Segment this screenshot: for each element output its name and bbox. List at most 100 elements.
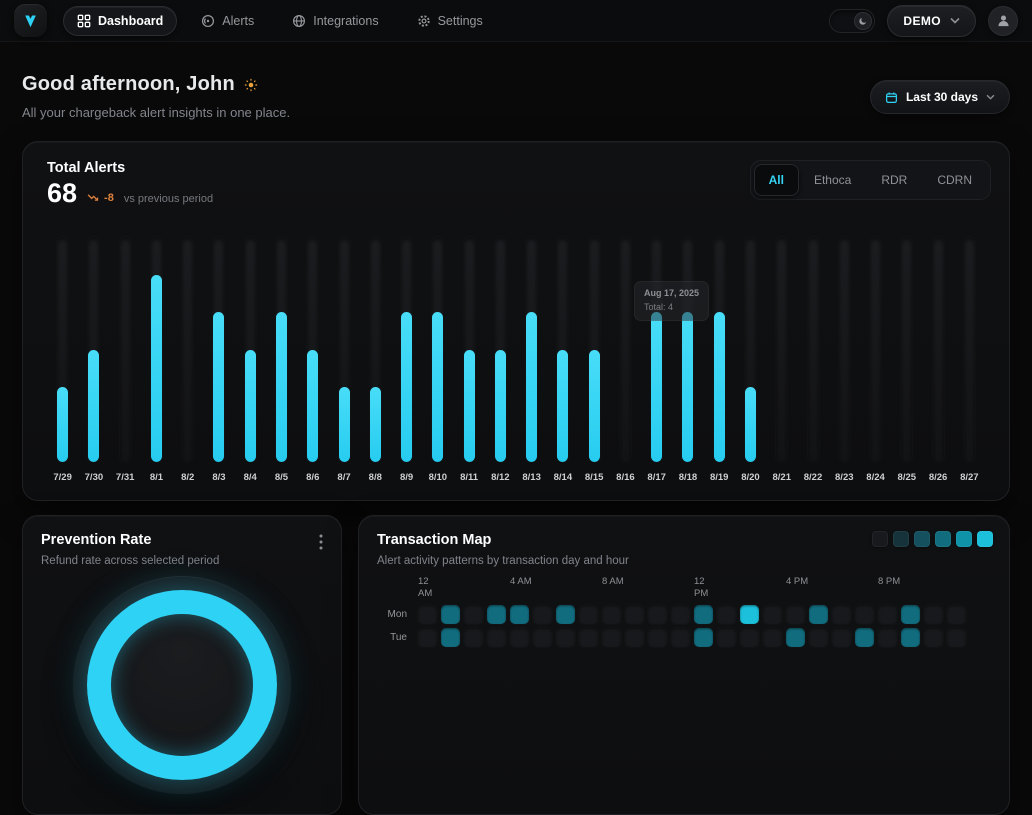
bar-column[interactable]: 8/18: [672, 237, 703, 493]
heat-cell[interactable]: [441, 628, 460, 647]
heat-cell[interactable]: [625, 628, 644, 647]
heat-cell[interactable]: [924, 628, 943, 647]
heat-cell[interactable]: [510, 605, 529, 624]
heat-cell[interactable]: [602, 605, 621, 624]
bar-column[interactable]: 8/25: [891, 237, 922, 493]
bar-column[interactable]: 8/9: [391, 237, 422, 493]
bar-column[interactable]: 8/22: [797, 237, 828, 493]
heat-cell[interactable]: [441, 605, 460, 624]
heat-cell[interactable]: [418, 605, 437, 624]
heat-cell[interactable]: [878, 605, 897, 624]
legend-swatch: [893, 531, 909, 547]
heat-cell[interactable]: [809, 605, 828, 624]
bar-column[interactable]: 8/24: [860, 237, 891, 493]
bar-column[interactable]: 7/31: [110, 237, 141, 493]
bar-column[interactable]: 8/12: [485, 237, 516, 493]
nav-item-dashboard[interactable]: Dashboard: [63, 5, 178, 36]
heat-cell[interactable]: [602, 628, 621, 647]
bar-column[interactable]: 8/27: [954, 237, 985, 493]
heat-cell[interactable]: [694, 605, 713, 624]
bar-column[interactable]: 8/3: [203, 237, 234, 493]
heat-cell[interactable]: [809, 628, 828, 647]
heat-cell[interactable]: [556, 628, 575, 647]
filter-tab-all[interactable]: All: [753, 164, 799, 196]
bar-column[interactable]: 8/15: [579, 237, 610, 493]
heat-cell[interactable]: [740, 605, 759, 624]
heat-cell[interactable]: [924, 605, 943, 624]
nav-item-alerts[interactable]: Alerts: [187, 6, 268, 36]
heat-cell[interactable]: [487, 628, 506, 647]
kebab-icon[interactable]: [313, 530, 329, 554]
heat-cell[interactable]: [648, 605, 667, 624]
heat-cell[interactable]: [418, 628, 437, 647]
theme-toggle[interactable]: [829, 8, 876, 33]
heat-cell[interactable]: [763, 628, 782, 647]
heat-cell[interactable]: [901, 628, 920, 647]
bar-column[interactable]: 8/5: [266, 237, 297, 493]
bar-date-label: 7/31: [115, 472, 135, 483]
bar-column[interactable]: 8/10: [422, 237, 453, 493]
heat-cell[interactable]: [556, 605, 575, 624]
heat-cell[interactable]: [832, 628, 851, 647]
bar-column[interactable]: 8/23: [829, 237, 860, 493]
heat-cell[interactable]: [579, 605, 598, 624]
heat-cell[interactable]: [533, 628, 552, 647]
heat-cell[interactable]: [947, 628, 966, 647]
nav-item-integrations[interactable]: Integrations: [278, 6, 392, 36]
environment-selector[interactable]: DEMO: [887, 4, 976, 37]
heat-cell[interactable]: [947, 605, 966, 624]
heat-cell[interactable]: [671, 605, 690, 624]
bar-column[interactable]: 8/14: [547, 237, 578, 493]
bar-column[interactable]: 8/4: [235, 237, 266, 493]
heat-cell[interactable]: [855, 628, 874, 647]
heat-cell[interactable]: [717, 628, 736, 647]
heat-cell[interactable]: [464, 628, 483, 647]
bar-column[interactable]: 8/21: [766, 237, 797, 493]
hour-label: 4 PM: [786, 576, 809, 587]
bar-column[interactable]: 8/8: [360, 237, 391, 493]
heat-cell[interactable]: [878, 628, 897, 647]
filter-tab-cdrn[interactable]: CDRN: [937, 173, 972, 187]
bar-column[interactable]: 7/29: [47, 237, 78, 493]
heat-cell[interactable]: [717, 605, 736, 624]
bar-column[interactable]: 8/16: [610, 237, 641, 493]
legend-swatch: [872, 531, 888, 547]
bar-date-label: 8/12: [491, 472, 510, 483]
bar-column[interactable]: 8/26: [922, 237, 953, 493]
heat-cell[interactable]: [533, 605, 552, 624]
bar-column[interactable]: 8/20: [735, 237, 766, 493]
heat-cell[interactable]: [464, 605, 483, 624]
date-range-selector[interactable]: Last 30 days: [869, 80, 1010, 114]
heat-cell[interactable]: [648, 628, 667, 647]
heat-cell[interactable]: [487, 605, 506, 624]
heat-cell[interactable]: [625, 605, 644, 624]
heat-cell[interactable]: [671, 628, 690, 647]
filter-tab-rdr[interactable]: RDR: [881, 173, 908, 187]
bar-fill: [150, 274, 162, 462]
user-menu[interactable]: [988, 5, 1018, 36]
bar-column[interactable]: 8/6: [297, 237, 328, 493]
bar-column[interactable]: 8/11: [453, 237, 484, 493]
heat-cell[interactable]: [763, 605, 782, 624]
bar-column[interactable]: 8/7: [328, 237, 359, 493]
filter-tab-ethoca[interactable]: Ethoca: [813, 173, 852, 187]
heat-cell[interactable]: [579, 628, 598, 647]
bar-column[interactable]: 8/1: [141, 237, 172, 493]
nav-item-settings[interactable]: Settings: [403, 6, 497, 36]
heat-cell[interactable]: [510, 628, 529, 647]
bar-fill: [88, 349, 100, 462]
brand-logo[interactable]: [14, 4, 47, 37]
bar-column[interactable]: 8/2: [172, 237, 203, 493]
heat-cell[interactable]: [855, 605, 874, 624]
bar-column[interactable]: 8/13: [516, 237, 547, 493]
bar-column[interactable]: 7/30: [78, 237, 109, 493]
heat-cell[interactable]: [694, 628, 713, 647]
heat-cell[interactable]: [832, 605, 851, 624]
bar-column[interactable]: 8/17: [641, 237, 672, 493]
heat-cell[interactable]: [740, 628, 759, 647]
bar-column[interactable]: 8/19: [704, 237, 735, 493]
heat-cell[interactable]: [786, 605, 805, 624]
bar-track: [807, 237, 819, 462]
heat-cell[interactable]: [901, 605, 920, 624]
heat-cell[interactable]: [786, 628, 805, 647]
